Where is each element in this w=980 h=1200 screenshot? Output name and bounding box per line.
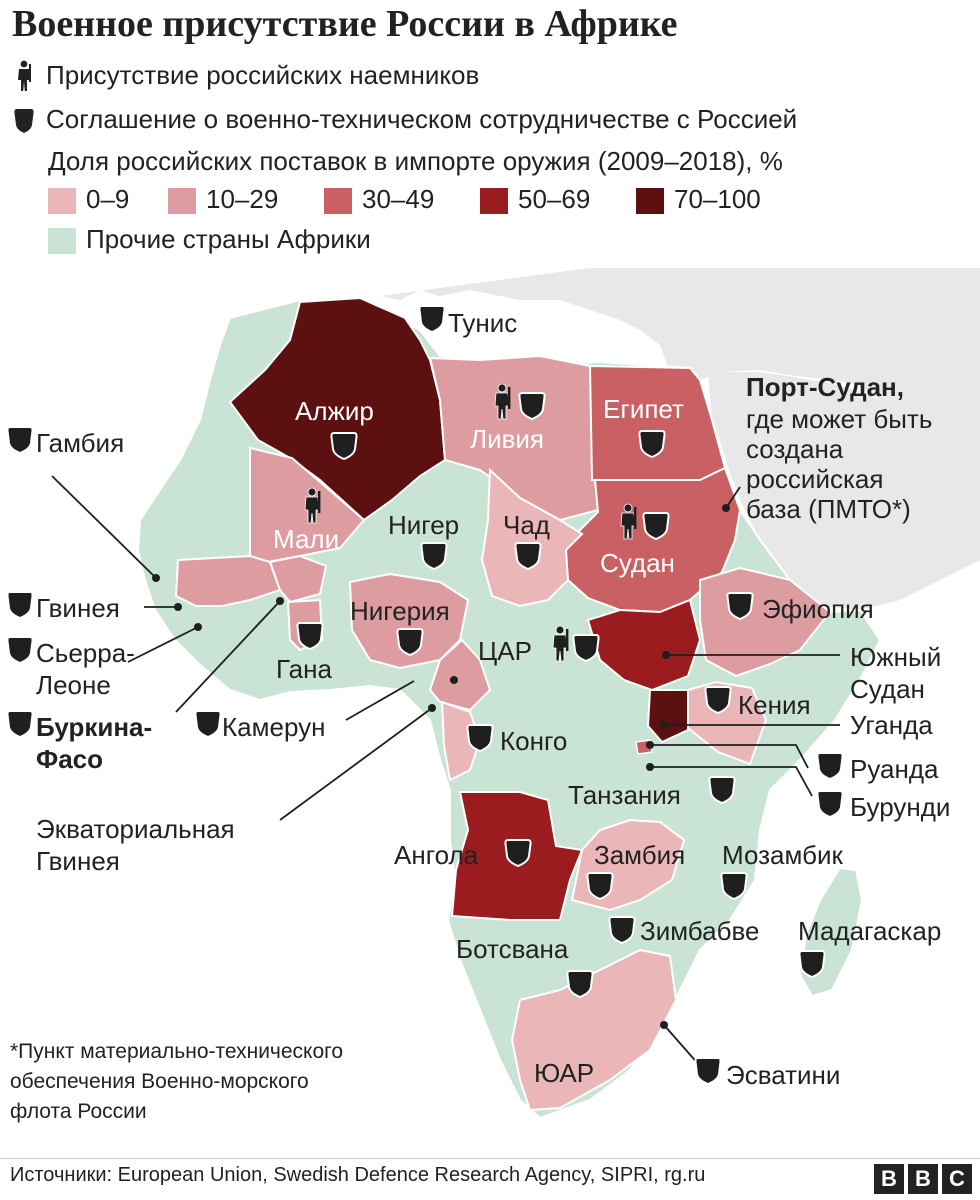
legend-swatch-other	[48, 228, 76, 254]
shield-icon	[816, 790, 844, 818]
bbc-logo-b1: B	[874, 1164, 904, 1194]
source-text: Источники: European Union, Swedish Defen…	[10, 1164, 706, 1186]
bbc-logo-c: C	[942, 1164, 972, 1194]
port-sudan-line-1: где может быть	[746, 404, 932, 434]
legend-share-title: Доля российских поставок в импорте оружи…	[48, 146, 783, 176]
label-libya: Ливия	[470, 424, 544, 454]
port-sudan-line-3: российская	[746, 464, 883, 494]
shield-icon	[14, 109, 34, 133]
shield-icon	[6, 591, 34, 619]
legend-bin-label-2: 30–49	[362, 184, 435, 214]
legend-swatch-0	[48, 188, 76, 214]
legend-bin-label-1: 10–29	[206, 184, 279, 214]
label-niger: Нигер	[388, 510, 459, 540]
bbc-logo-b2: B	[908, 1164, 938, 1194]
country-chad	[480, 467, 584, 608]
legend-bin-label-0: 0–9	[86, 184, 130, 214]
label-ghana: Гана	[276, 654, 332, 684]
label-rwanda: Руанда	[850, 754, 939, 784]
shield-icon	[418, 305, 446, 333]
shield-icon	[6, 426, 34, 454]
footer-divider	[0, 1158, 980, 1159]
legend-mercenaries-label: Присутствие российских наемников	[46, 60, 480, 90]
legend-swatch-3	[480, 188, 508, 214]
label-egypt: Египет	[603, 394, 684, 424]
label-zambia: Замбия	[594, 840, 685, 870]
label-tunisia: Тунис	[448, 308, 517, 338]
port-sudan-line-2: создана	[746, 434, 844, 464]
leader-dots	[152, 504, 730, 1029]
country-guinea-region	[174, 554, 282, 607]
label-south-sudan-1: Южный	[850, 642, 941, 672]
label-sierra-leone-2: Леоне	[36, 670, 111, 700]
label-algeria: Алжир	[295, 396, 374, 426]
arabian-peninsula	[708, 372, 980, 610]
map-title: Военное присутствие России в Африке	[12, 3, 678, 45]
legend-swatch-1	[168, 188, 196, 214]
country-congo	[440, 700, 482, 782]
label-tanzania: Танзания	[568, 780, 681, 810]
footnote: *Пункт материально-технического обеспече…	[10, 1040, 344, 1123]
shield-icon	[694, 1057, 722, 1085]
label-sudan: Судан	[600, 548, 675, 578]
label-mali: Мали	[273, 524, 339, 554]
country-uganda	[646, 689, 689, 744]
label-burkina-faso-1: Буркина-	[36, 712, 152, 742]
country-burkina-faso	[268, 554, 328, 604]
port-sudan-title: Порт-Судан,	[746, 372, 904, 402]
label-eq-guinea-1: Экваториальная	[36, 814, 235, 844]
label-cameroon: Камерун	[222, 712, 325, 742]
legend-bin-label-3: 50–69	[518, 184, 591, 214]
label-nigeria: Нигерия	[350, 596, 450, 626]
label-sierra-leone-1: Сьерра-	[36, 638, 135, 668]
legend-bin-label-4: 70–100	[674, 184, 761, 214]
label-guinea: Гвинея	[36, 593, 120, 623]
legend-other-label: Прочие страны Африки	[86, 224, 371, 254]
shield-icon	[816, 752, 844, 780]
soldier-icon	[18, 60, 31, 91]
legend-agreement-label: Соглашение о военно-техническом сотрудни…	[46, 104, 798, 134]
leader-lines	[51, 475, 840, 1067]
label-mozambique: Мозамбик	[722, 840, 843, 870]
label-eswatini: Эсватини	[726, 1060, 840, 1090]
country-south-africa	[510, 948, 678, 1112]
country-south-sudan	[586, 598, 702, 692]
legend-swatch-4	[636, 188, 664, 214]
label-zimbabwe: Зимбабве	[640, 916, 759, 946]
label-burundi: Бурунди	[850, 792, 950, 822]
label-kenya: Кения	[738, 690, 811, 720]
label-botswana: Ботсвана	[456, 934, 569, 964]
label-eq-guinea-2: Гвинея	[36, 846, 120, 876]
label-madagascar: Мадагаскар	[798, 916, 941, 946]
country-cameroon	[428, 638, 492, 712]
label-congo: Конго	[500, 726, 567, 756]
label-burkina-faso-2: Фасо	[36, 744, 103, 774]
label-car: ЦАР	[478, 636, 532, 666]
shield-icon	[6, 636, 34, 664]
shield-icon	[194, 710, 222, 738]
label-south-africa: ЮАР	[534, 1058, 594, 1088]
label-ethiopia: Эфиопия	[762, 594, 874, 624]
country-algeria	[228, 296, 447, 522]
africa-map: Алжир Ливия Египет Судан Мали Нигер Чад …	[6, 268, 980, 1120]
label-uganda: Уганда	[850, 710, 933, 740]
label-angola: Ангола	[394, 840, 479, 870]
label-south-sudan-2: Судан	[850, 674, 925, 704]
port-sudan-line-4: база (ПМТО*)	[746, 494, 911, 524]
shield-icon	[6, 710, 34, 738]
label-chad: Чад	[503, 510, 550, 540]
legend-swatch-2	[324, 188, 352, 214]
label-gambia: Гамбия	[36, 428, 124, 458]
